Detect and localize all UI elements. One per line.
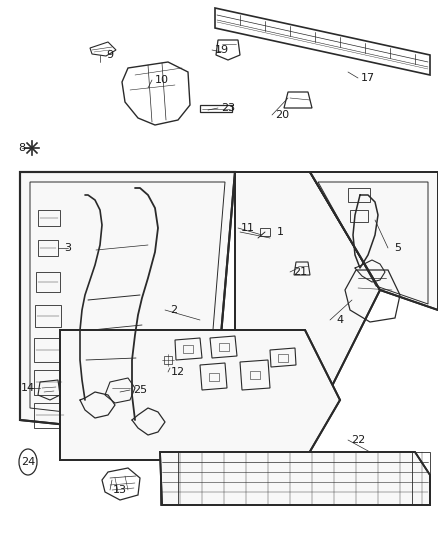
Text: 22: 22 (351, 435, 365, 445)
Text: 12: 12 (171, 367, 185, 377)
Polygon shape (160, 452, 430, 505)
Text: 11: 11 (241, 223, 255, 233)
Text: 1: 1 (276, 227, 283, 237)
Polygon shape (235, 172, 380, 440)
Text: 13: 13 (113, 485, 127, 495)
Text: 14: 14 (21, 383, 35, 393)
Text: 3: 3 (64, 243, 71, 253)
Text: 21: 21 (293, 267, 307, 277)
Text: 17: 17 (361, 73, 375, 83)
Text: 9: 9 (106, 50, 113, 60)
Text: 19: 19 (215, 45, 229, 55)
Polygon shape (310, 172, 438, 310)
Polygon shape (60, 330, 340, 460)
Text: 20: 20 (275, 110, 289, 120)
Text: 23: 23 (221, 103, 235, 113)
Text: 5: 5 (395, 243, 402, 253)
Text: 24: 24 (21, 457, 35, 467)
Polygon shape (20, 172, 235, 440)
Text: 2: 2 (170, 305, 177, 315)
Text: 8: 8 (18, 143, 25, 153)
Text: 10: 10 (155, 75, 169, 85)
Text: 25: 25 (133, 385, 147, 395)
Text: 4: 4 (336, 315, 343, 325)
